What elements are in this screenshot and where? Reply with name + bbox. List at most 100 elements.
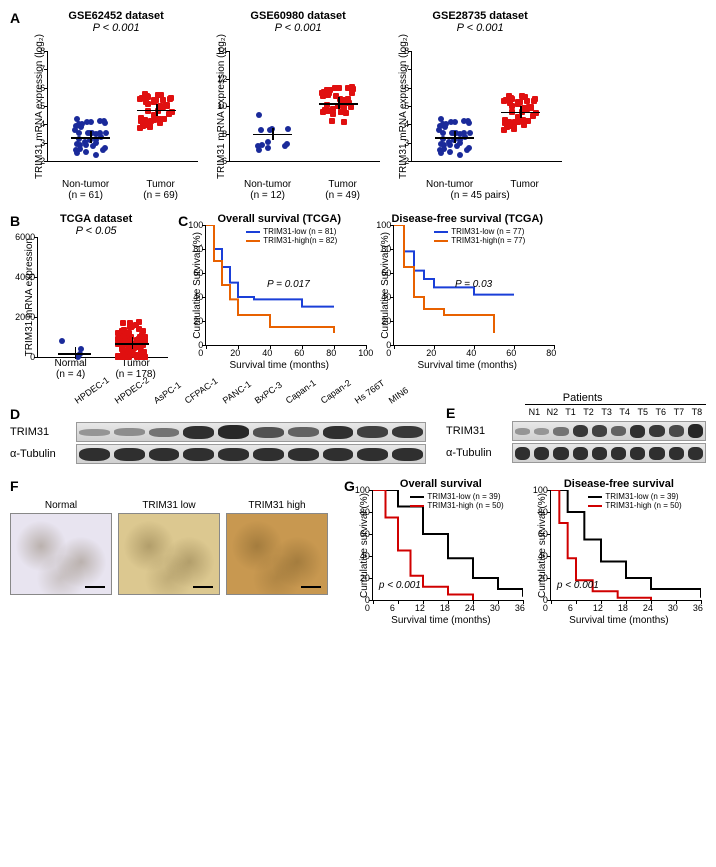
x-tick: 36 bbox=[515, 603, 525, 613]
y-tick: 100 bbox=[533, 485, 548, 495]
blot-band bbox=[323, 448, 354, 461]
blot-row: TRIM31 bbox=[10, 422, 426, 442]
x-axis-label: Survival time (months) bbox=[230, 360, 329, 371]
p-value: P < 0.001 bbox=[275, 22, 322, 34]
plot-area: 0200040006000 bbox=[37, 237, 168, 358]
scatter-chart: GSE60980 datasetP < 0.001TRIM31 mRNA exp… bbox=[216, 10, 380, 201]
blot-band bbox=[114, 428, 145, 436]
legend-label: TRIM31-high (n = 50) bbox=[427, 501, 503, 510]
data-point bbox=[93, 131, 99, 137]
lane-label: N1 bbox=[525, 407, 543, 421]
blot-band bbox=[218, 425, 249, 439]
y-tick: 4000 bbox=[15, 272, 35, 282]
legend-label: TRIM31-low (n = 77) bbox=[451, 227, 524, 236]
blot-row-label: TRIM31 bbox=[446, 425, 506, 437]
data-point bbox=[438, 150, 444, 156]
plot-area: 2345678 bbox=[411, 51, 562, 162]
blot-strip bbox=[512, 421, 706, 441]
x-axis-label: Survival time (months) bbox=[418, 360, 517, 371]
blot-row: α-Tubulin bbox=[446, 443, 706, 463]
x-group-label: Non-tumor (n = 12) bbox=[230, 179, 305, 201]
blot-strip bbox=[76, 422, 426, 442]
x-tick: 40 bbox=[466, 348, 476, 358]
blot-band bbox=[515, 428, 530, 435]
x-tick: 0 bbox=[365, 603, 370, 613]
data-point bbox=[511, 122, 517, 128]
data-point bbox=[282, 143, 288, 149]
x-group-label: Tumor (n = 69) bbox=[123, 179, 198, 201]
lane-label: MIN6 bbox=[387, 385, 422, 422]
data-point bbox=[83, 149, 89, 155]
x-tick: 100 bbox=[358, 348, 373, 358]
chart-title: Disease-free survival (TCGA) bbox=[391, 213, 543, 225]
x-axis-label: Survival time (months) bbox=[391, 615, 490, 626]
data-point bbox=[457, 140, 463, 146]
plot-area: 020406080100020406080TRIM31-low (n = 77)… bbox=[393, 225, 554, 346]
data-point bbox=[265, 139, 271, 145]
lane-label: T8 bbox=[688, 407, 706, 421]
blot-band bbox=[218, 448, 249, 461]
blot-band bbox=[534, 447, 549, 460]
data-point bbox=[440, 121, 446, 127]
data-point bbox=[151, 97, 157, 103]
data-point bbox=[133, 322, 139, 328]
data-point bbox=[457, 131, 463, 137]
blot-row-label: TRIM31 bbox=[10, 426, 70, 438]
data-point bbox=[168, 95, 174, 101]
lane-label: T4 bbox=[616, 407, 634, 421]
chart-title: GSE60980 dataset bbox=[250, 10, 345, 22]
lane-label: T7 bbox=[670, 407, 688, 421]
data-point bbox=[258, 127, 264, 133]
data-point bbox=[285, 126, 291, 132]
x-tick: 30 bbox=[490, 603, 500, 613]
p-value: P = 0.017 bbox=[267, 279, 310, 290]
x-tick: 30 bbox=[668, 603, 678, 613]
patients-header: Patients bbox=[459, 392, 706, 404]
x-tick: 80 bbox=[326, 348, 336, 358]
survival-chart: Overall survival (TCGA)Cumulative Surviv… bbox=[192, 213, 366, 380]
chart-title: TCGA dataset bbox=[60, 213, 132, 225]
blot-band bbox=[323, 426, 354, 439]
data-point bbox=[82, 139, 88, 145]
chart-title: Overall survival bbox=[400, 478, 482, 490]
ihc-label: TRIM31 high bbox=[226, 500, 328, 511]
panel-d-label: D bbox=[10, 406, 20, 422]
x-tick: 20 bbox=[230, 348, 240, 358]
y-tick: 100 bbox=[188, 220, 203, 230]
blot-band bbox=[611, 426, 626, 436]
ihc-column: Normal bbox=[10, 500, 112, 595]
legend-label: TRIM31-low (n = 39) bbox=[427, 492, 500, 501]
data-point bbox=[120, 352, 126, 358]
lane-label: T3 bbox=[598, 407, 616, 421]
ihc-image bbox=[10, 513, 112, 595]
data-point bbox=[467, 130, 473, 136]
blot-band bbox=[592, 425, 607, 437]
blot-band bbox=[288, 427, 319, 437]
x-tick: 6 bbox=[568, 603, 573, 613]
x-group-label: Tumor (n = 178) bbox=[103, 358, 168, 380]
x-tick: 24 bbox=[465, 603, 475, 613]
chart-title: GSE62452 dataset bbox=[68, 10, 163, 22]
x-extra-label: (n = 45 pairs) bbox=[451, 190, 510, 201]
p-value: p < 0.001 bbox=[379, 580, 421, 591]
blot-band bbox=[357, 448, 388, 461]
data-point bbox=[93, 140, 99, 146]
ihc-column: TRIM31 high bbox=[226, 500, 328, 595]
data-point bbox=[137, 125, 143, 131]
x-group-label: Tumor (n = 49) bbox=[305, 179, 380, 201]
data-point bbox=[506, 93, 512, 99]
panel-a-label: A bbox=[10, 10, 20, 201]
x-group-label: Non-tumor (n = 61) bbox=[48, 179, 123, 201]
blot-band bbox=[553, 427, 568, 436]
blot-band bbox=[149, 448, 180, 461]
data-point bbox=[501, 127, 507, 133]
blot-band bbox=[392, 426, 423, 439]
ihc-image bbox=[118, 513, 220, 595]
legend-label: TRIM31-low (n = 81) bbox=[263, 227, 336, 236]
chart-title: Overall survival (TCGA) bbox=[218, 213, 342, 225]
x-tick: 60 bbox=[294, 348, 304, 358]
ihc-image bbox=[226, 513, 328, 595]
data-point bbox=[349, 90, 355, 96]
data-point bbox=[325, 92, 331, 98]
blot-band bbox=[515, 447, 530, 460]
